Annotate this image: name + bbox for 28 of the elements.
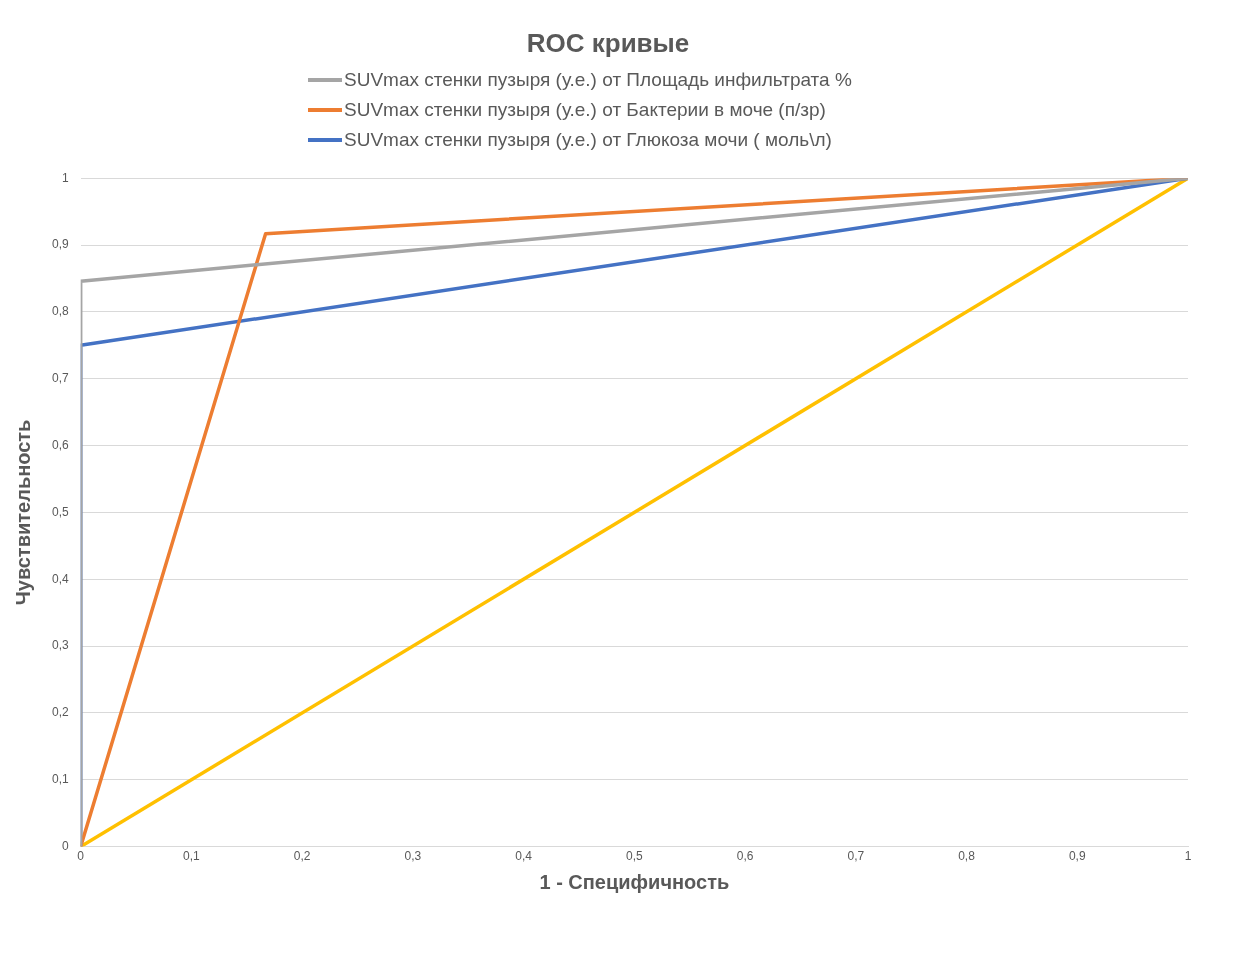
y-tick-label: 1 [61,170,69,185]
y-tick-label: 0,2 [51,705,69,720]
x-tick-label: 0,2 [293,849,311,864]
x-tick-label: 0,3 [404,849,422,864]
y-tick-label: 0,7 [51,371,69,386]
legend-label: SUVmax стенки пузыря (у.е.) от Глюкоза мочи ( моль\л) [344,129,832,151]
chart-title: ROC кривые [525,28,691,59]
y-tick-label: 0,4 [51,571,69,586]
x-tick-label: 0,1 [183,849,201,864]
x-tick-label: 0,8 [958,849,976,864]
x-axis-title: 1 - Специфичность [539,870,730,893]
y-tick-label: 0,9 [51,237,69,252]
y-tick-label: 0,8 [51,304,69,319]
y-tick-label: 0,3 [51,638,69,653]
x-tick-label: 0,7 [847,849,865,864]
x-tick-label: 0 [77,849,85,864]
x-tick-label: 1 [1184,849,1192,864]
legend-label: SUVmax стенки пузыря (у.е.) от Площадь инфильтрата % [344,69,852,91]
y-tick-label: 0,1 [51,772,69,787]
y-tick-label: 0,5 [51,504,69,519]
x-tick-label: 0,6 [736,849,754,864]
y-tick-label: 0,6 [51,437,69,452]
y-axis-title: Чувствительность [11,419,34,606]
legend-label: SUVmax стенки пузыря (у.е.) от Бактерии в моче (п/зр) [344,99,826,121]
y-tick-label: 0 [61,838,69,853]
x-tick-label: 0,5 [626,849,643,864]
x-tick-label: 0,4 [515,849,533,864]
x-tick-label: 0,9 [1068,849,1086,864]
